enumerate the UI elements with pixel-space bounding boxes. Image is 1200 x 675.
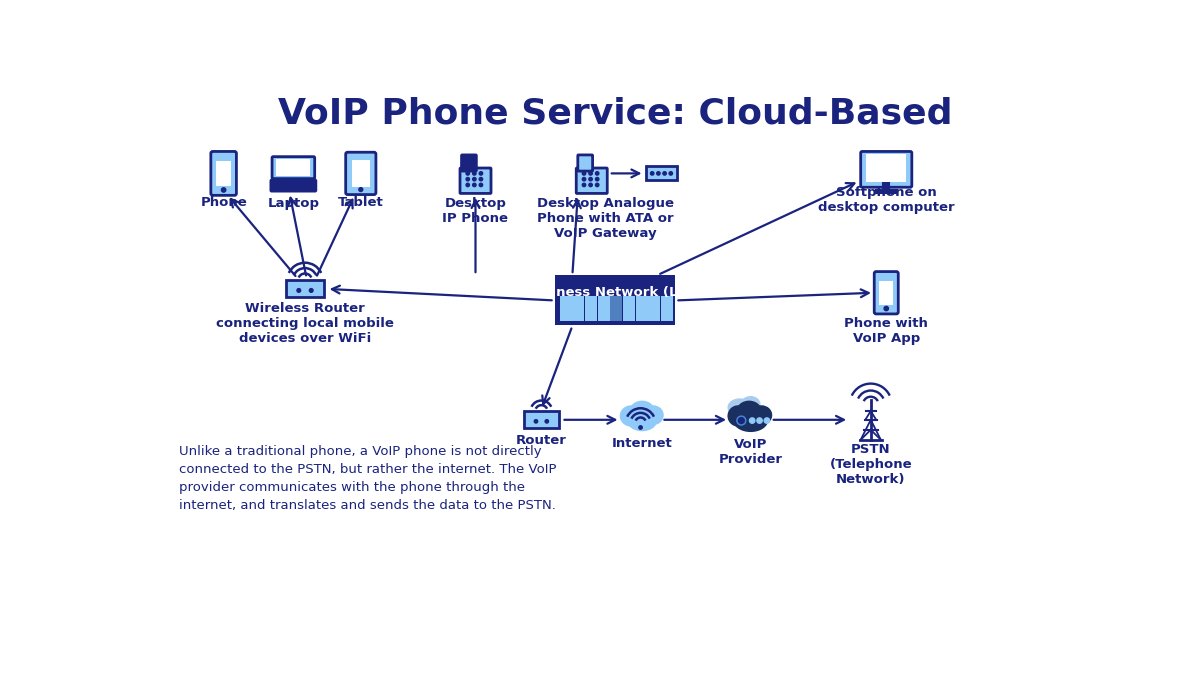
Text: Internet: Internet <box>612 437 672 450</box>
FancyBboxPatch shape <box>346 153 376 194</box>
Circle shape <box>656 171 660 175</box>
Ellipse shape <box>728 406 749 426</box>
FancyBboxPatch shape <box>460 168 491 194</box>
Text: Phone with
VoIP App: Phone with VoIP App <box>845 317 928 346</box>
Ellipse shape <box>751 406 772 425</box>
Bar <box>286 280 324 298</box>
Circle shape <box>589 183 593 187</box>
Circle shape <box>473 178 476 181</box>
Text: Phone: Phone <box>200 196 247 209</box>
Circle shape <box>466 183 469 187</box>
Text: Router: Router <box>516 433 566 447</box>
FancyBboxPatch shape <box>875 271 899 314</box>
Bar <box>876 190 896 192</box>
Circle shape <box>757 418 762 423</box>
Circle shape <box>545 420 548 423</box>
Circle shape <box>222 188 226 192</box>
Text: Softphone on
desktop computer: Softphone on desktop computer <box>818 186 954 214</box>
Circle shape <box>359 188 362 192</box>
Circle shape <box>884 306 888 310</box>
Circle shape <box>479 183 482 187</box>
Bar <box>276 159 311 176</box>
Ellipse shape <box>733 408 768 431</box>
Circle shape <box>662 171 666 175</box>
Text: Tablet: Tablet <box>338 196 384 209</box>
FancyBboxPatch shape <box>271 180 316 191</box>
Circle shape <box>589 178 593 181</box>
Circle shape <box>310 289 313 292</box>
Circle shape <box>670 171 672 175</box>
Bar <box>352 160 370 187</box>
Text: PSTN
(Telephone
Network): PSTN (Telephone Network) <box>829 443 912 486</box>
Circle shape <box>595 183 599 187</box>
Bar <box>880 281 893 305</box>
Bar <box>554 275 676 325</box>
Bar <box>523 411 559 428</box>
FancyBboxPatch shape <box>211 151 236 195</box>
Circle shape <box>466 178 469 181</box>
FancyBboxPatch shape <box>576 168 607 194</box>
Ellipse shape <box>742 397 760 412</box>
Bar <box>559 296 571 321</box>
Text: Wireless Router
connecting local mobile
devices over WiFi: Wireless Router connecting local mobile … <box>216 302 394 345</box>
Text: Unlike a traditional phone, a VoIP phone is not directly
connected to the PSTN, : Unlike a traditional phone, a VoIP phone… <box>180 446 557 512</box>
Bar <box>648 296 660 321</box>
Circle shape <box>650 171 654 175</box>
Circle shape <box>466 171 469 175</box>
Bar <box>572 296 584 321</box>
Circle shape <box>296 289 301 292</box>
Circle shape <box>737 416 746 425</box>
Bar <box>216 161 232 186</box>
Circle shape <box>589 171 593 175</box>
Circle shape <box>595 171 599 175</box>
Ellipse shape <box>643 406 664 425</box>
Ellipse shape <box>630 402 654 420</box>
Circle shape <box>750 418 755 423</box>
Circle shape <box>473 171 476 175</box>
FancyBboxPatch shape <box>272 157 314 179</box>
Text: VoIP
Provider: VoIP Provider <box>719 438 782 466</box>
Circle shape <box>582 183 586 187</box>
Text: Laptop: Laptop <box>268 196 319 209</box>
Circle shape <box>582 178 586 181</box>
Bar <box>866 154 906 182</box>
Bar <box>661 296 673 321</box>
Ellipse shape <box>620 406 642 426</box>
Circle shape <box>638 426 642 429</box>
Circle shape <box>534 420 538 423</box>
Ellipse shape <box>738 402 761 420</box>
Ellipse shape <box>630 409 646 426</box>
FancyBboxPatch shape <box>462 155 476 171</box>
Bar <box>611 296 623 321</box>
FancyBboxPatch shape <box>578 155 593 171</box>
Circle shape <box>738 418 744 423</box>
FancyBboxPatch shape <box>860 151 912 187</box>
Circle shape <box>595 178 599 181</box>
Circle shape <box>473 183 476 187</box>
Text: Desktop Analogue
Phone with ATA or
VoIP Gateway: Desktop Analogue Phone with ATA or VoIP … <box>538 196 674 240</box>
Circle shape <box>479 171 482 175</box>
Circle shape <box>479 178 482 181</box>
Bar <box>584 296 596 321</box>
Circle shape <box>764 418 769 423</box>
Text: Desktop
IP Phone: Desktop IP Phone <box>443 196 509 225</box>
Bar <box>646 167 677 180</box>
Bar <box>598 296 610 321</box>
Ellipse shape <box>628 409 656 431</box>
Circle shape <box>582 171 586 175</box>
Text: VoIP Phone Service: Cloud-Based: VoIP Phone Service: Cloud-Based <box>277 97 953 130</box>
Text: Business Network (LAN): Business Network (LAN) <box>524 286 706 299</box>
Bar <box>883 184 889 191</box>
Bar <box>623 296 635 321</box>
Bar <box>636 296 648 321</box>
Ellipse shape <box>728 399 751 416</box>
